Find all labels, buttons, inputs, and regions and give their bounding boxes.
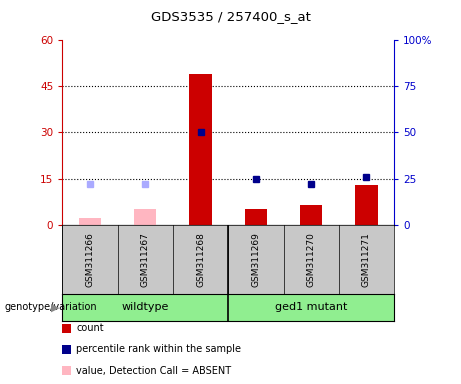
Text: value, Detection Call = ABSENT: value, Detection Call = ABSENT [76, 366, 231, 376]
Text: GSM311266: GSM311266 [85, 232, 95, 286]
Text: GSM311269: GSM311269 [251, 232, 260, 286]
Bar [245, 209, 267, 225]
Text: GSM311267: GSM311267 [141, 232, 150, 286]
Bar [300, 205, 322, 225]
Text: ▶: ▶ [52, 302, 60, 312]
Text: percentile rank within the sample: percentile rank within the sample [76, 344, 241, 354]
Text: GSM311268: GSM311268 [196, 232, 205, 286]
Text: GDS3535 / 257400_s_at: GDS3535 / 257400_s_at [151, 10, 310, 23]
Text: genotype/variation: genotype/variation [5, 302, 97, 312]
Bar [355, 185, 378, 225]
Text: wildtype: wildtype [122, 302, 169, 312]
Text: ged1 mutant: ged1 mutant [275, 302, 347, 312]
Bar [79, 218, 101, 225]
Text: count: count [76, 323, 104, 333]
Text: GSM311270: GSM311270 [307, 232, 316, 286]
Bar [134, 209, 156, 225]
Bar [189, 74, 212, 225]
Text: GSM311271: GSM311271 [362, 232, 371, 286]
